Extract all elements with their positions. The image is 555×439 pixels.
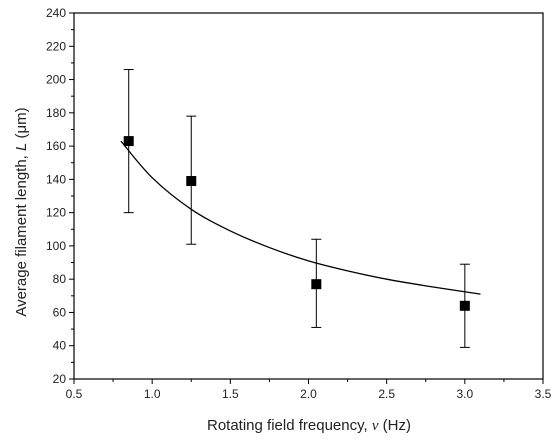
- y-tick-label: 20: [53, 372, 67, 386]
- fit-curve: [120, 140, 481, 295]
- data-point: [311, 279, 322, 290]
- y-tick-label: 140: [46, 172, 66, 186]
- y-tick-label: 80: [53, 272, 67, 286]
- y-tick-label: 200: [46, 73, 66, 87]
- y-tick-label: 180: [46, 106, 66, 120]
- y-axis-label: Average filament length, L (μm): [13, 107, 30, 316]
- y-tick-label: 120: [46, 206, 66, 220]
- data-points-group: [123, 69, 470, 348]
- y-tick-label: 240: [46, 6, 66, 20]
- x-axis-ticks: 0.5 1.0 1.5 2.0 2.5 3.0 3.5: [66, 379, 552, 401]
- x-tick-label: 1.0: [144, 387, 161, 401]
- data-point: [186, 176, 197, 187]
- data-point: [123, 136, 134, 147]
- y-tick-label: 40: [53, 339, 67, 353]
- x-tick-label: 3.0: [456, 387, 473, 401]
- plot-frame: [73, 12, 544, 380]
- y-tick-label: 220: [46, 39, 66, 53]
- y-tick-label: 100: [46, 239, 66, 253]
- x-axis-label: Rotating field frequency, ν (Hz): [207, 417, 411, 434]
- plot-axes: [73, 12, 544, 380]
- x-tick-label: 2.5: [378, 387, 395, 401]
- data-point: [459, 300, 470, 311]
- x-tick-label: 0.5: [66, 387, 83, 401]
- y-axis-ticks: 20 40 60 80 100 120 140 160 180 200 220 240: [46, 6, 74, 386]
- y-tick-label: 160: [46, 139, 66, 153]
- x-tick-label: 2.0: [300, 387, 317, 401]
- y-tick-label: 60: [53, 305, 67, 319]
- x-tick-label: 1.5: [222, 387, 239, 401]
- fit-curve-group: [120, 140, 481, 295]
- x-tick-label: 3.5: [535, 387, 552, 401]
